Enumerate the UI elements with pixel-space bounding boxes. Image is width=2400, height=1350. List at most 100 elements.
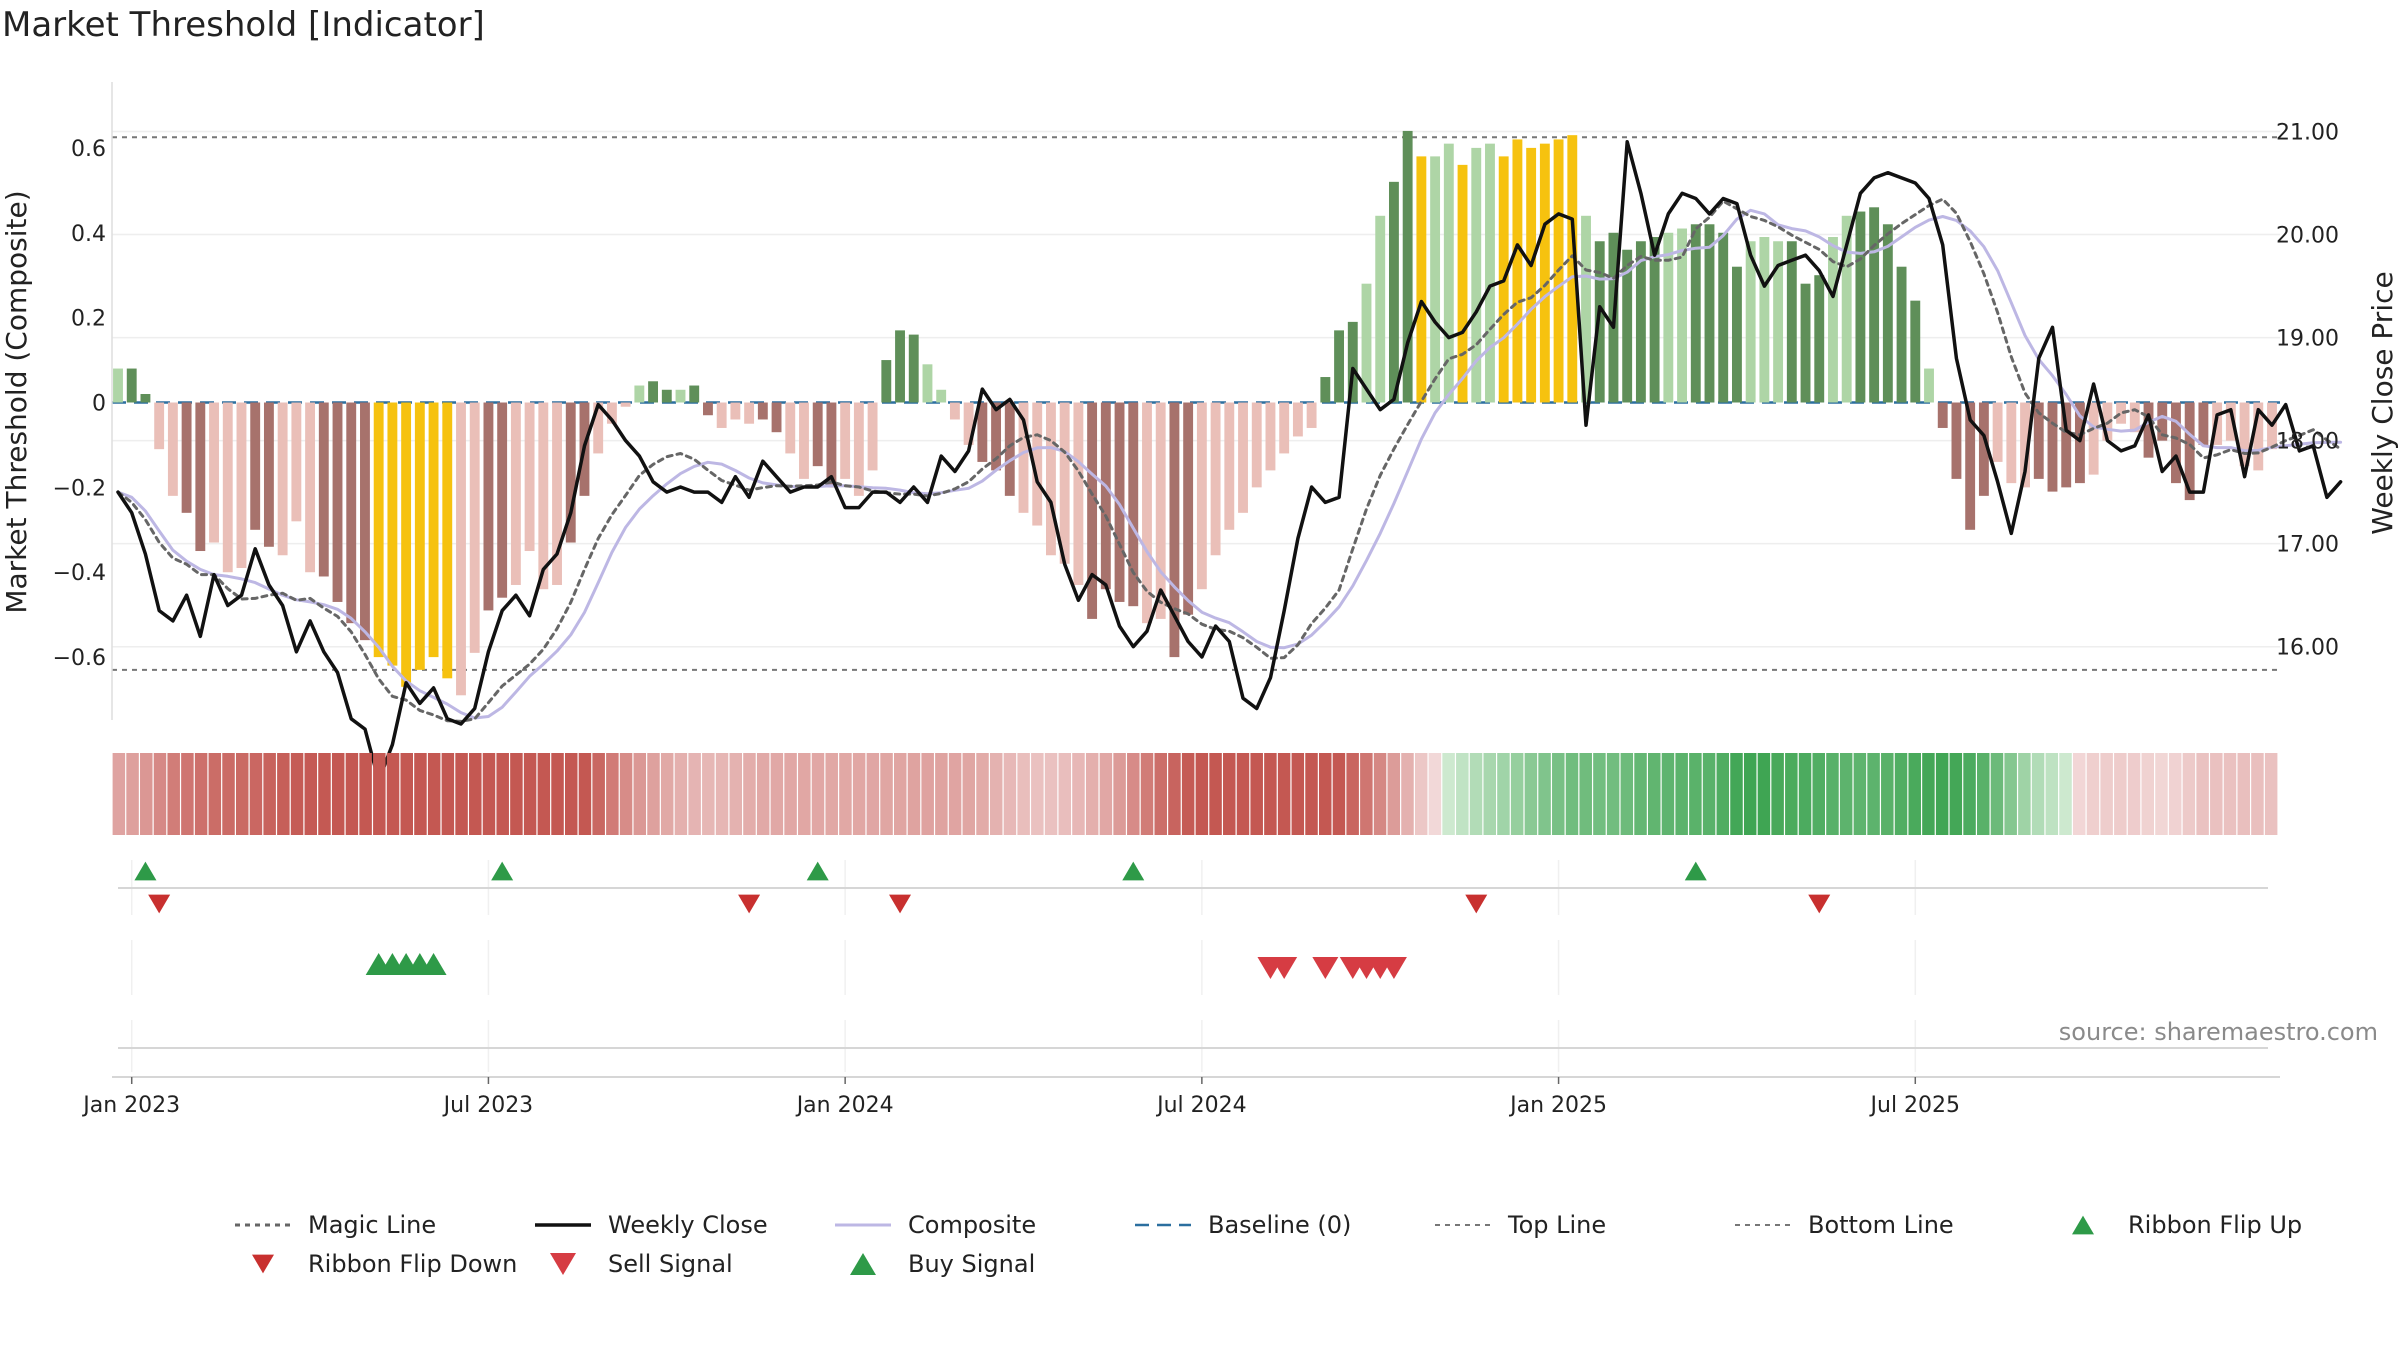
composite-bar xyxy=(1937,402,1948,428)
composite-bar xyxy=(1567,135,1578,403)
ribbon-cell xyxy=(592,753,605,835)
composite-bar xyxy=(1649,237,1660,403)
composite-bar xyxy=(222,402,233,573)
composite-bar xyxy=(1828,237,1838,403)
composite-bar xyxy=(936,389,947,403)
composite-bar xyxy=(1539,143,1550,403)
legend-item: Ribbon Flip Up xyxy=(2072,1211,2302,1239)
composite-bar xyxy=(497,402,508,598)
composite-bar xyxy=(1594,241,1605,403)
ribbon-cell xyxy=(1154,753,1167,835)
composite-bar xyxy=(1690,224,1701,403)
composite-bar xyxy=(277,402,288,556)
ribbon-cell xyxy=(1072,753,1085,835)
composite-bar xyxy=(1388,181,1399,403)
ribbon-cell xyxy=(770,753,784,835)
ribbon-cell xyxy=(318,753,331,835)
composite-bar xyxy=(469,402,480,653)
composite-bar xyxy=(332,402,343,602)
ribbon-cell xyxy=(2196,753,2209,835)
left-tick-label: 0.4 xyxy=(71,222,106,247)
composite-bar xyxy=(1965,402,1976,530)
legend-label: Magic Line xyxy=(308,1211,436,1239)
ribbon-cell xyxy=(894,753,907,835)
composite-bar xyxy=(1004,402,1015,496)
ribbon-cell xyxy=(1373,753,1387,835)
ribbon-cell xyxy=(1977,753,1990,835)
ribbon-cell xyxy=(729,753,743,835)
composite-bar xyxy=(1992,402,2003,462)
composite-bar xyxy=(510,402,521,585)
ribbon-cell xyxy=(1785,753,1798,835)
ribbon-cell xyxy=(1579,753,1592,835)
ribbon-cell xyxy=(1209,753,1222,835)
composite-bar xyxy=(1512,139,1523,403)
composite-bar xyxy=(1718,232,1729,403)
right-y-axis-label: Weekly Close Price xyxy=(2366,271,2399,534)
legend-label: Sell Signal xyxy=(608,1250,733,1278)
ribbon-cell xyxy=(331,753,345,835)
ribbon-cell xyxy=(2100,753,2113,835)
composite-bar xyxy=(414,402,425,670)
ribbon-cell xyxy=(2210,753,2223,835)
ribbon-cell xyxy=(962,753,976,835)
ribbon-cell xyxy=(167,753,180,835)
ribbon-cell xyxy=(1593,753,1606,835)
ribbon-cell xyxy=(1099,753,1113,835)
composite-bar xyxy=(263,402,274,547)
ribbon-flip-up-marker xyxy=(1122,861,1145,881)
composite-bar xyxy=(181,402,192,513)
ribbon-cell xyxy=(126,753,139,835)
composite-bar xyxy=(401,402,412,687)
ribbon-cell xyxy=(551,753,564,835)
composite-bar xyxy=(1745,241,1756,403)
ribbon-cell xyxy=(674,753,688,835)
composite-bar xyxy=(1443,143,1454,403)
ribbon-cell xyxy=(660,753,674,835)
ribbon-cell xyxy=(1044,753,1058,835)
ribbon-cell xyxy=(2237,753,2250,835)
ribbon-cell xyxy=(2045,753,2059,835)
composite-bar xyxy=(2061,402,2072,488)
composite-bar xyxy=(1924,368,1934,403)
ribbon-cell xyxy=(1743,753,1757,835)
composite-bar xyxy=(689,385,700,403)
weekly-close-line xyxy=(116,140,2343,783)
composite-bar xyxy=(1279,402,1290,454)
x-axis: Jan 2023 Jul 2023 Jan 2024 Jul 2024 Jan 2025… xyxy=(81,1076,2280,1118)
ribbon-cell xyxy=(825,753,838,835)
composite-bar xyxy=(1581,215,1591,403)
ribbon-cell xyxy=(606,753,619,835)
ribbon-cell xyxy=(976,753,989,835)
composite-bar xyxy=(291,402,302,522)
composite-bar xyxy=(2239,402,2250,467)
magic-line xyxy=(116,197,2343,723)
ribbon-cell xyxy=(1168,753,1181,835)
ribbon-cell xyxy=(1524,753,1538,835)
composite-bar xyxy=(552,402,562,585)
ribbon-cell xyxy=(1305,753,1318,835)
ribbon-cell xyxy=(989,753,1003,835)
ribbon-cell xyxy=(1935,753,1949,835)
composite-bar xyxy=(1046,402,1056,556)
composite-bar xyxy=(140,394,151,403)
composite-bar xyxy=(730,402,741,420)
legend-item: Magic Line xyxy=(235,1211,436,1239)
ribbon-cell xyxy=(181,753,194,835)
legend-label: Baseline (0) xyxy=(1208,1211,1351,1239)
composite-bar xyxy=(977,402,988,462)
ribbon-cell xyxy=(427,753,441,835)
ribbon-cell xyxy=(359,753,372,835)
composite-bar xyxy=(895,330,905,403)
ribbon-cell xyxy=(1085,753,1099,835)
ribbon-cell xyxy=(1620,753,1634,835)
ribbon-cell xyxy=(564,753,578,835)
composite-bar xyxy=(2225,402,2236,441)
composite-bar xyxy=(387,402,398,666)
ribbon-cell xyxy=(1771,753,1784,835)
composite-bar xyxy=(1334,330,1344,403)
ribbon-cell xyxy=(2264,753,2278,835)
ribbon-flip-down-marker xyxy=(738,894,761,914)
ribbon-cell xyxy=(1291,753,1305,835)
